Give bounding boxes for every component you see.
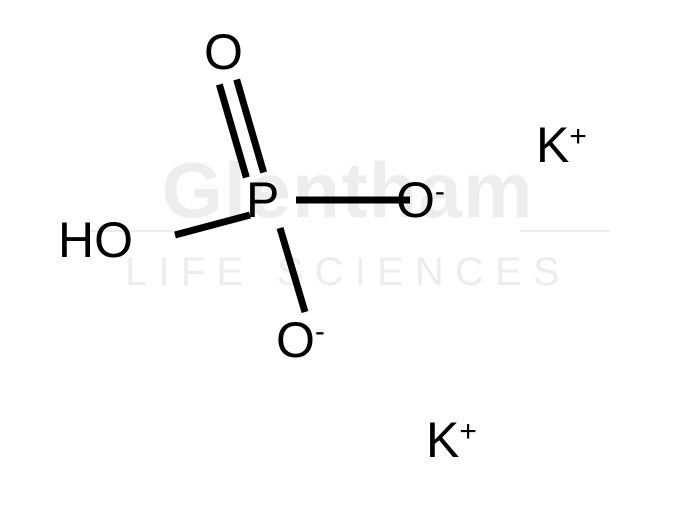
structure-canvas: Glentham LIFE SCIENCES O P HO O- O- K+ K… [0, 0, 696, 520]
atom-k-bot: K+ [426, 415, 477, 465]
atom-k-bot-symbol: K [426, 412, 459, 468]
atom-p: P [246, 175, 279, 225]
atom-o-down-charge: - [315, 315, 325, 348]
atom-o-right: O- [396, 175, 445, 225]
atom-k-top: K+ [536, 120, 587, 170]
atom-ho: HO [58, 215, 133, 265]
atom-o-down-symbol: O [276, 312, 315, 368]
atom-k-top-symbol: K [536, 117, 569, 173]
atom-o-right-symbol: O [396, 172, 435, 228]
atom-o-down: O- [276, 315, 325, 365]
atom-k-bot-charge: + [459, 415, 477, 448]
atom-o-double: O [204, 27, 243, 77]
atom-o-right-charge: - [435, 175, 445, 208]
atom-k-top-charge: + [569, 120, 587, 153]
